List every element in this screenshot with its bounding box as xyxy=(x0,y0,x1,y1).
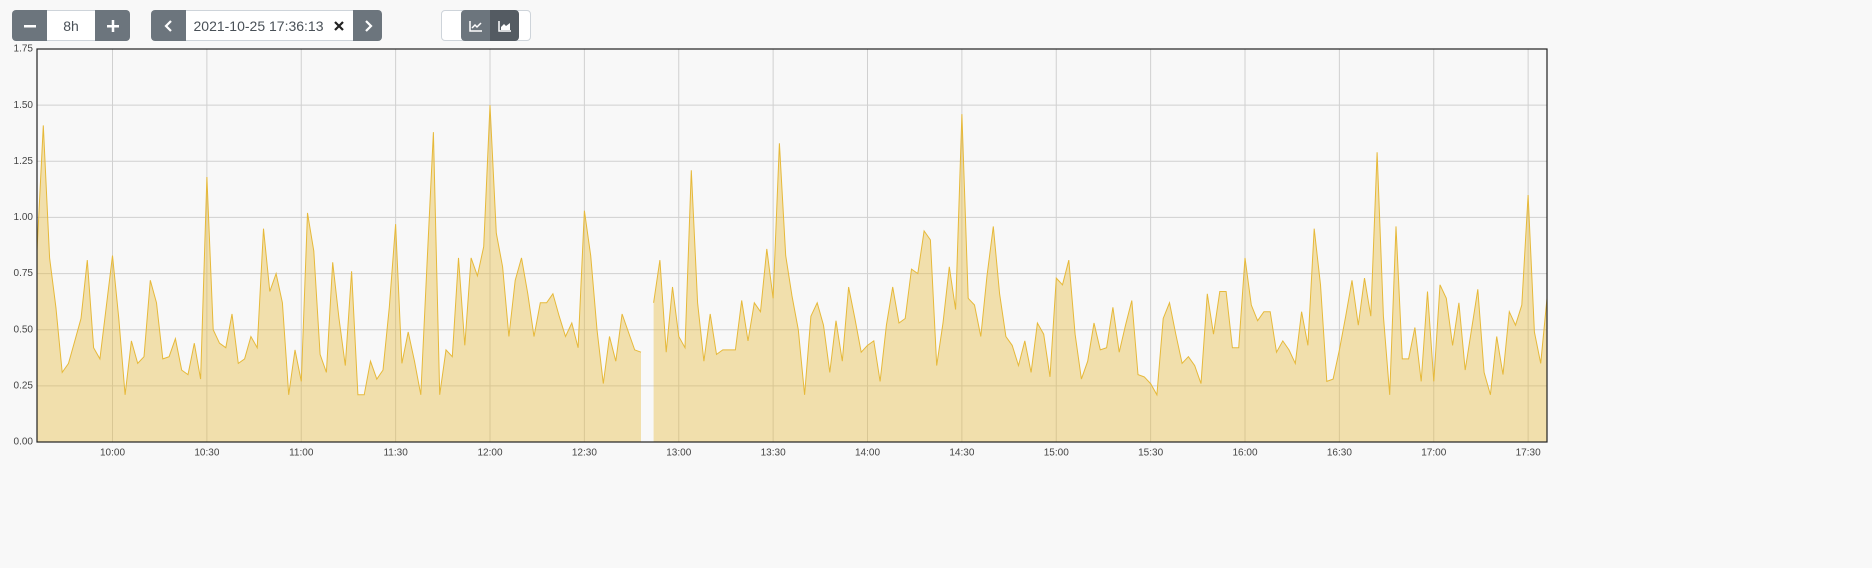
chart-mode-group xyxy=(461,10,519,41)
plot-background xyxy=(37,49,1547,442)
y-tick-label: 1.25 xyxy=(14,156,34,167)
x-tick-label: 17:30 xyxy=(1516,448,1541,459)
x-tick-label: 15:30 xyxy=(1138,448,1163,459)
x-tick-label: 16:00 xyxy=(1232,448,1257,459)
decrease-range[interactable] xyxy=(12,10,47,41)
increase-range[interactable] xyxy=(95,10,130,41)
x-tick-label: 10:00 xyxy=(100,448,125,459)
x-tick-label: 17:00 xyxy=(1421,448,1446,459)
area-fill xyxy=(37,105,641,442)
minus-icon xyxy=(23,24,36,27)
plus-icon xyxy=(106,19,119,32)
x-tick-label: 13:30 xyxy=(761,448,786,459)
y-tick-label: 1.50 xyxy=(14,100,34,111)
y-tick-label: 0.50 xyxy=(14,324,34,335)
range-group: 8h xyxy=(12,10,130,41)
x-tick-label: 10:30 xyxy=(194,448,219,459)
y-tick-label: 0.75 xyxy=(14,268,34,279)
x-tick-label: 12:00 xyxy=(477,448,502,459)
x-tick-label: 12:30 xyxy=(572,448,597,459)
end-time: 2021-10-25 17:36:13 xyxy=(193,17,324,34)
stacked-mode[interactable] xyxy=(490,10,519,41)
x-tick-label: 14:00 xyxy=(855,448,880,459)
next-time[interactable] xyxy=(353,10,382,41)
chevron-right xyxy=(364,19,373,32)
series-line xyxy=(653,114,1548,397)
x-tick-label: 11:00 xyxy=(289,448,314,459)
time-group: 2021-10-25 17:36:13 xyxy=(151,10,382,41)
y-tick-label: 1.00 xyxy=(14,212,34,223)
plot-border xyxy=(36,48,1548,443)
range-input[interactable]: 8h xyxy=(47,10,95,41)
x-tick-label: 14:30 xyxy=(949,448,974,459)
line-icon xyxy=(468,20,482,32)
y-tick-label: 1.75 xyxy=(14,44,34,55)
area-icon xyxy=(497,20,511,32)
lines-mode[interactable] xyxy=(461,10,490,41)
prev-time[interactable] xyxy=(151,10,186,41)
y-tick-label: 0.25 xyxy=(14,380,34,391)
series-line xyxy=(36,105,642,396)
x-tick-label: 16:30 xyxy=(1327,448,1352,459)
chevron-left xyxy=(163,19,172,32)
area-fill xyxy=(653,114,1547,442)
x-tick-label: 13:00 xyxy=(666,448,691,459)
x-tick-label: 15:00 xyxy=(1044,448,1069,459)
clear-icon[interactable] xyxy=(333,20,345,32)
y-tick-label: 0.00 xyxy=(14,437,34,448)
x-tick-label: 11:30 xyxy=(383,448,408,459)
end-time-input[interactable]: 2021-10-25 17:36:13 xyxy=(186,10,353,41)
